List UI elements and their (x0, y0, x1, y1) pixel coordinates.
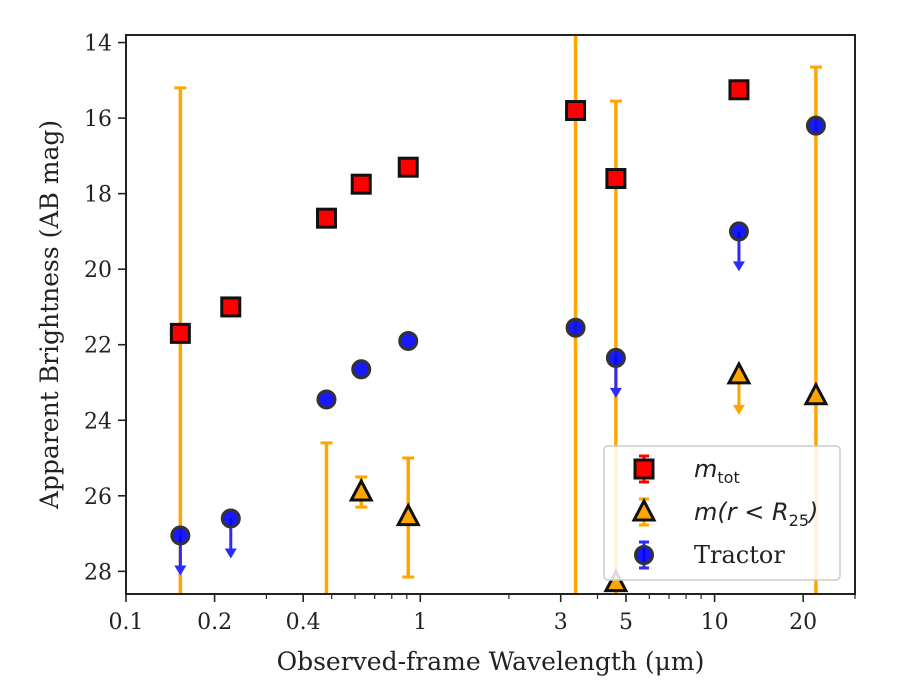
x-tick-label: 20 (789, 610, 817, 635)
plot-frame (125, 34, 856, 595)
legend-marker-circle (634, 545, 654, 565)
data-point-circle (398, 330, 419, 351)
data-point-triangle (170, 598, 190, 617)
data-point-square (350, 173, 372, 195)
data-point-circle (351, 359, 372, 380)
legend-label: Tractor (694, 541, 785, 569)
x-tick-label: 0.1 (109, 610, 144, 635)
legend-entry: m(r < R25) (631, 497, 818, 530)
legend-entry: Tractor (634, 540, 785, 570)
data-point-square (220, 296, 242, 318)
data-point-triangle (348, 477, 374, 502)
limit-arrow-head (224, 548, 237, 559)
y-tick-label: 28 (84, 560, 112, 585)
axis-ticks: 0.1 0.2 0.4 1 3 5 10 20 14 16 18 20 22 24 26 28 (84, 32, 856, 635)
data-point-circle (605, 347, 626, 368)
data-point-circle (565, 317, 586, 338)
limit-arrow-head (732, 261, 745, 272)
data-point-circle (170, 525, 191, 546)
data-point-square (565, 100, 587, 122)
legend-marker-triangle (631, 497, 657, 522)
series-square (169, 79, 750, 344)
legend-entry: mtot (633, 454, 740, 487)
x-tick-label: 5 (619, 610, 633, 635)
data-point-triangle (395, 502, 421, 527)
legend: mtot m(r < R25) Tractor (603, 445, 841, 581)
x-tick-label: 0.4 (286, 610, 321, 635)
data-point-triangle (603, 568, 629, 593)
data-point-square (728, 79, 750, 101)
legend-box (603, 445, 841, 581)
x-tick-label: 0.2 (197, 610, 232, 635)
y-tick-label: 20 (84, 258, 112, 283)
data-point-square (605, 168, 627, 190)
y-tick-label: 22 (84, 334, 112, 359)
x-axis-label: Observed-frame Wavelength (μm) (277, 647, 705, 676)
data-point-square (397, 156, 419, 178)
y-tick-label: 16 (84, 107, 112, 132)
plot-area (169, 35, 829, 617)
limit-arrow-head (174, 565, 187, 576)
series-circle (170, 115, 826, 576)
data-point-circle (316, 389, 337, 410)
y-tick-label: 18 (84, 183, 112, 208)
limit-arrow-head (732, 404, 745, 415)
data-point-square (315, 207, 337, 229)
x-tick-label: 1 (413, 610, 427, 635)
y-tick-label: 26 (84, 485, 112, 510)
data-point-triangle (726, 360, 752, 385)
legend-label: mtot (694, 455, 740, 487)
y-tick-label: 14 (84, 32, 112, 57)
legend-label: m(r < R25) (694, 498, 818, 530)
limit-arrow-head (609, 387, 622, 398)
x-tick-label: 10 (701, 610, 729, 635)
y-axis-label: Apparent Brightness (AB mag) (35, 120, 64, 510)
y-tick-label: 24 (84, 409, 112, 434)
legend-marker-square (633, 458, 655, 480)
data-point-triangle (566, 598, 586, 617)
x-tick-label: 3 (554, 610, 568, 635)
data-point-circle (728, 221, 749, 242)
data-point-square (169, 322, 191, 344)
data-point-circle (220, 508, 241, 529)
data-point-triangle (803, 381, 829, 406)
data-point-circle (805, 115, 826, 136)
